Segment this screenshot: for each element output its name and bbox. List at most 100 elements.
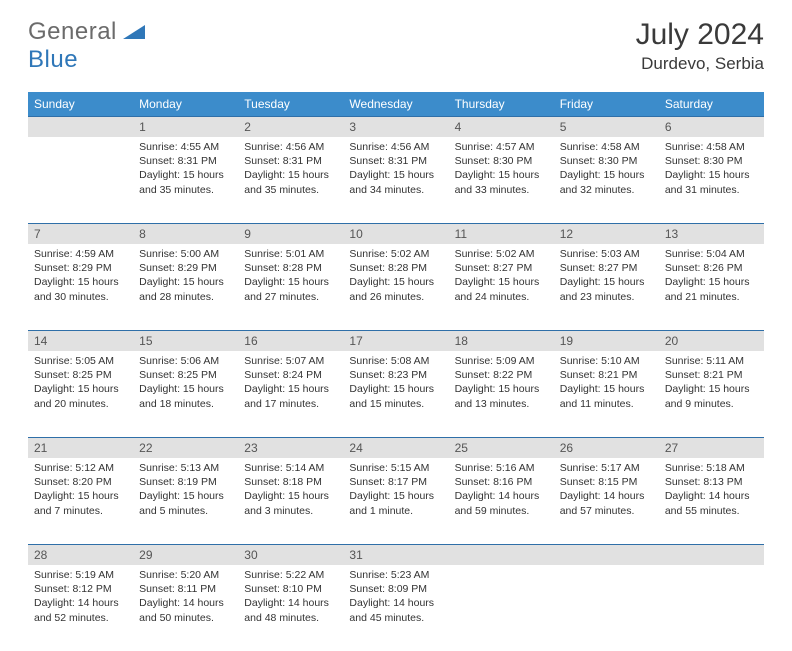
sunset-line: Sunset: 8:27 PM xyxy=(455,261,548,275)
sunset-line: Sunset: 8:21 PM xyxy=(665,368,758,382)
day-number: 2 xyxy=(238,116,343,137)
day-cell: Sunrise: 5:14 AMSunset: 8:18 PMDaylight:… xyxy=(238,458,343,544)
sunset-line: Sunset: 8:15 PM xyxy=(560,475,653,489)
sunrise-line: Sunrise: 4:55 AM xyxy=(139,140,232,154)
day-number: 15 xyxy=(133,330,238,351)
sunset-line: Sunset: 8:29 PM xyxy=(34,261,127,275)
daylight-line: Daylight: 14 hours and 45 minutes. xyxy=(349,596,442,624)
day-cell xyxy=(554,565,659,651)
day-cell: Sunrise: 5:04 AMSunset: 8:26 PMDaylight:… xyxy=(659,244,764,330)
sunrise-line: Sunrise: 5:02 AM xyxy=(455,247,548,261)
daylight-line: Daylight: 14 hours and 50 minutes. xyxy=(139,596,232,624)
day-number: 20 xyxy=(659,330,764,351)
daylight-line: Daylight: 15 hours and 21 minutes. xyxy=(665,275,758,303)
day-cell: Sunrise: 4:59 AMSunset: 8:29 PMDaylight:… xyxy=(28,244,133,330)
day-details: Sunrise: 5:11 AMSunset: 8:21 PMDaylight:… xyxy=(659,351,764,417)
day-number: 19 xyxy=(554,330,659,351)
day-cell: Sunrise: 5:08 AMSunset: 8:23 PMDaylight:… xyxy=(343,351,448,437)
day-details: Sunrise: 5:16 AMSunset: 8:16 PMDaylight:… xyxy=(449,458,554,524)
day-details: Sunrise: 5:03 AMSunset: 8:27 PMDaylight:… xyxy=(554,244,659,310)
daylight-line: Daylight: 15 hours and 9 minutes. xyxy=(665,382,758,410)
day-cell: Sunrise: 5:15 AMSunset: 8:17 PMDaylight:… xyxy=(343,458,448,544)
day-details: Sunrise: 5:02 AMSunset: 8:27 PMDaylight:… xyxy=(449,244,554,310)
day-cell: Sunrise: 5:06 AMSunset: 8:25 PMDaylight:… xyxy=(133,351,238,437)
day-cell: Sunrise: 5:13 AMSunset: 8:19 PMDaylight:… xyxy=(133,458,238,544)
day-cell: Sunrise: 4:57 AMSunset: 8:30 PMDaylight:… xyxy=(449,137,554,223)
day-number: 11 xyxy=(449,223,554,244)
day-details: Sunrise: 4:56 AMSunset: 8:31 PMDaylight:… xyxy=(343,137,448,203)
day-number: 8 xyxy=(133,223,238,244)
weekday-header: Friday xyxy=(554,92,659,116)
day-cell: Sunrise: 5:10 AMSunset: 8:21 PMDaylight:… xyxy=(554,351,659,437)
day-details: Sunrise: 5:05 AMSunset: 8:25 PMDaylight:… xyxy=(28,351,133,417)
day-number: 1 xyxy=(133,116,238,137)
sunrise-line: Sunrise: 5:19 AM xyxy=(34,568,127,582)
sunrise-line: Sunrise: 5:08 AM xyxy=(349,354,442,368)
daylight-line: Daylight: 15 hours and 35 minutes. xyxy=(139,168,232,196)
day-number: 13 xyxy=(659,223,764,244)
day-number: 4 xyxy=(449,116,554,137)
daylight-line: Daylight: 15 hours and 23 minutes. xyxy=(560,275,653,303)
day-number-empty xyxy=(554,544,659,565)
calendar-table: SundayMondayTuesdayWednesdayThursdayFrid… xyxy=(28,92,764,651)
sunset-line: Sunset: 8:13 PM xyxy=(665,475,758,489)
sunset-line: Sunset: 8:25 PM xyxy=(34,368,127,382)
day-details: Sunrise: 5:13 AMSunset: 8:19 PMDaylight:… xyxy=(133,458,238,524)
day-cell: Sunrise: 4:56 AMSunset: 8:31 PMDaylight:… xyxy=(238,137,343,223)
daylight-line: Daylight: 15 hours and 30 minutes. xyxy=(34,275,127,303)
sunset-line: Sunset: 8:29 PM xyxy=(139,261,232,275)
sunrise-line: Sunrise: 5:13 AM xyxy=(139,461,232,475)
day-number: 21 xyxy=(28,437,133,458)
daylight-line: Daylight: 15 hours and 24 minutes. xyxy=(455,275,548,303)
day-details: Sunrise: 4:58 AMSunset: 8:30 PMDaylight:… xyxy=(554,137,659,203)
day-details: Sunrise: 5:18 AMSunset: 8:13 PMDaylight:… xyxy=(659,458,764,524)
sunset-line: Sunset: 8:19 PM xyxy=(139,475,232,489)
day-number: 29 xyxy=(133,544,238,565)
day-number: 18 xyxy=(449,330,554,351)
header: General July 2024 Durdevo, Serbia xyxy=(0,0,792,84)
daynum-row: 78910111213 xyxy=(28,223,764,244)
day-cell: Sunrise: 5:17 AMSunset: 8:15 PMDaylight:… xyxy=(554,458,659,544)
sunset-line: Sunset: 8:22 PM xyxy=(455,368,548,382)
daylight-line: Daylight: 14 hours and 59 minutes. xyxy=(455,489,548,517)
daylight-line: Daylight: 14 hours and 48 minutes. xyxy=(244,596,337,624)
sunrise-line: Sunrise: 4:58 AM xyxy=(665,140,758,154)
day-details: Sunrise: 5:15 AMSunset: 8:17 PMDaylight:… xyxy=(343,458,448,524)
daylight-line: Daylight: 15 hours and 20 minutes. xyxy=(34,382,127,410)
day-number: 25 xyxy=(449,437,554,458)
sunset-line: Sunset: 8:18 PM xyxy=(244,475,337,489)
sunset-line: Sunset: 8:23 PM xyxy=(349,368,442,382)
day-number: 22 xyxy=(133,437,238,458)
day-cell: Sunrise: 5:09 AMSunset: 8:22 PMDaylight:… xyxy=(449,351,554,437)
sunset-line: Sunset: 8:24 PM xyxy=(244,368,337,382)
day-number: 10 xyxy=(343,223,448,244)
day-details: Sunrise: 5:02 AMSunset: 8:28 PMDaylight:… xyxy=(343,244,448,310)
sunrise-line: Sunrise: 5:20 AM xyxy=(139,568,232,582)
day-details: Sunrise: 4:57 AMSunset: 8:30 PMDaylight:… xyxy=(449,137,554,203)
daylight-line: Daylight: 15 hours and 1 minute. xyxy=(349,489,442,517)
daylight-line: Daylight: 15 hours and 34 minutes. xyxy=(349,168,442,196)
sunrise-line: Sunrise: 5:04 AM xyxy=(665,247,758,261)
day-details: Sunrise: 5:07 AMSunset: 8:24 PMDaylight:… xyxy=(238,351,343,417)
day-number: 31 xyxy=(343,544,448,565)
day-cell: Sunrise: 5:19 AMSunset: 8:12 PMDaylight:… xyxy=(28,565,133,651)
day-details: Sunrise: 5:14 AMSunset: 8:18 PMDaylight:… xyxy=(238,458,343,524)
daynum-row: 28293031 xyxy=(28,544,764,565)
daylight-line: Daylight: 15 hours and 28 minutes. xyxy=(139,275,232,303)
day-cell: Sunrise: 5:16 AMSunset: 8:16 PMDaylight:… xyxy=(449,458,554,544)
week-row: Sunrise: 4:55 AMSunset: 8:31 PMDaylight:… xyxy=(28,137,764,223)
daylight-line: Daylight: 15 hours and 5 minutes. xyxy=(139,489,232,517)
weekday-header: Saturday xyxy=(659,92,764,116)
day-cell: Sunrise: 5:22 AMSunset: 8:10 PMDaylight:… xyxy=(238,565,343,651)
logo-blue-row: Blue xyxy=(28,46,78,74)
sunrise-line: Sunrise: 5:15 AM xyxy=(349,461,442,475)
sunrise-line: Sunrise: 5:00 AM xyxy=(139,247,232,261)
calendar-body: 123456Sunrise: 4:55 AMSunset: 8:31 PMDay… xyxy=(28,116,764,651)
day-cell: Sunrise: 5:23 AMSunset: 8:09 PMDaylight:… xyxy=(343,565,448,651)
day-details: Sunrise: 4:55 AMSunset: 8:31 PMDaylight:… xyxy=(133,137,238,203)
sunrise-line: Sunrise: 4:58 AM xyxy=(560,140,653,154)
sunrise-line: Sunrise: 5:02 AM xyxy=(349,247,442,261)
day-number: 9 xyxy=(238,223,343,244)
daynum-row: 123456 xyxy=(28,116,764,137)
day-number: 5 xyxy=(554,116,659,137)
